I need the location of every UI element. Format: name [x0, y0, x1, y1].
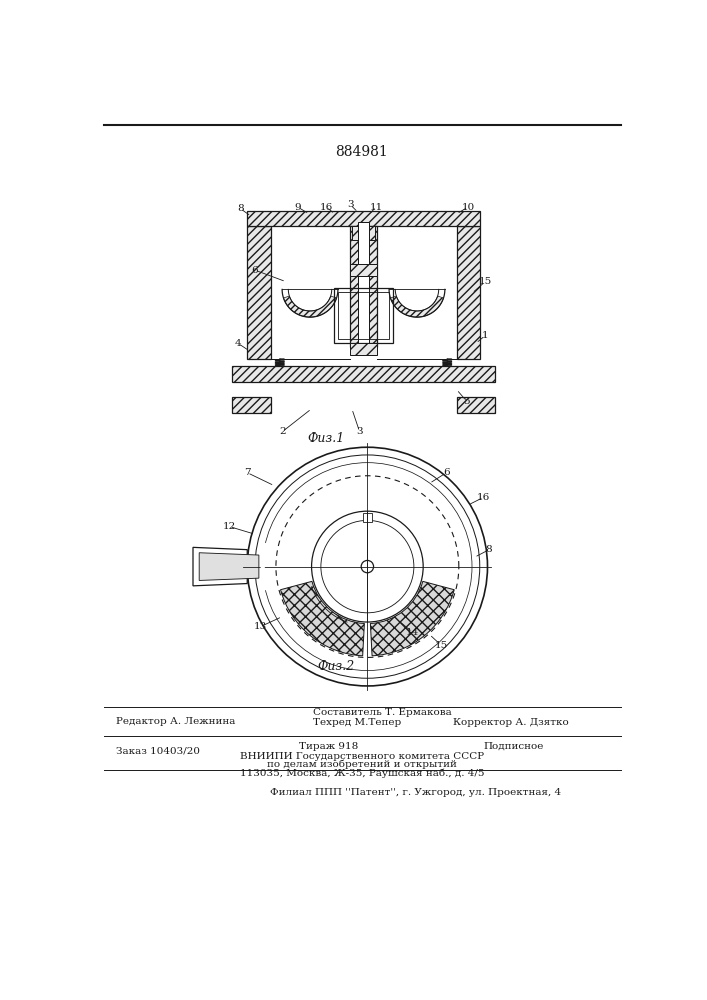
Circle shape — [361, 560, 373, 573]
Text: Корректор А. Дзятко: Корректор А. Дзятко — [452, 718, 568, 727]
Bar — [349, 343, 378, 355]
Text: 15: 15 — [479, 277, 492, 286]
Text: Заказ 10403/20: Заказ 10403/20 — [115, 747, 199, 756]
Text: ВНИИПИ Государственного комитета СССР: ВНИИПИ Государственного комитета СССР — [240, 752, 484, 761]
Text: 10: 10 — [462, 203, 474, 212]
Text: 16: 16 — [320, 203, 333, 212]
Bar — [352, 226, 375, 240]
Text: 6: 6 — [252, 266, 258, 275]
Bar — [247, 226, 271, 359]
Text: 3: 3 — [356, 427, 363, 436]
Polygon shape — [284, 296, 337, 317]
Text: 11: 11 — [370, 203, 383, 212]
Text: Редактор А. Лежнина: Редактор А. Лежнина — [115, 717, 235, 726]
Text: 12: 12 — [223, 522, 236, 531]
Text: 884981: 884981 — [336, 145, 388, 159]
Text: 4: 4 — [235, 339, 241, 348]
Bar — [247, 211, 480, 226]
Text: Подписное: Подписное — [484, 742, 544, 751]
Text: 6: 6 — [443, 468, 450, 477]
Bar — [358, 222, 369, 355]
Text: Физ.2: Физ.2 — [317, 660, 355, 673]
Bar — [457, 397, 495, 413]
Text: 1: 1 — [482, 331, 489, 340]
Text: по делам изобретений и открытий: по делам изобретений и открытий — [267, 760, 457, 769]
Bar — [338, 292, 389, 339]
Text: Техред М.Тепер: Техред М.Тепер — [313, 718, 402, 727]
Text: 9: 9 — [294, 203, 301, 212]
Bar — [351, 226, 378, 347]
Wedge shape — [281, 581, 364, 656]
Bar — [232, 397, 271, 413]
Text: Составитель Т. Ермакова: Составитель Т. Ермакова — [313, 708, 452, 717]
Text: 15: 15 — [434, 641, 448, 650]
Text: 7: 7 — [244, 468, 250, 477]
Text: 14: 14 — [406, 628, 419, 637]
Bar — [363, 513, 372, 522]
Text: 16: 16 — [477, 493, 490, 502]
Text: 113035, Москва, Ж-35, Раушская наб., д. 4/5: 113035, Москва, Ж-35, Раушская наб., д. … — [240, 769, 484, 778]
Text: Тираж 918: Тираж 918 — [299, 742, 358, 751]
Polygon shape — [390, 296, 443, 317]
Text: 13: 13 — [254, 622, 267, 631]
Bar — [349, 264, 378, 276]
Bar — [457, 226, 480, 359]
Polygon shape — [199, 553, 259, 580]
Text: 2: 2 — [279, 427, 286, 436]
Bar — [232, 366, 495, 382]
Text: 8: 8 — [486, 545, 492, 554]
Text: Физ.1: Физ.1 — [308, 432, 345, 445]
Text: 8: 8 — [237, 204, 244, 213]
Text: 5: 5 — [463, 397, 470, 406]
Wedge shape — [370, 581, 454, 656]
Bar — [334, 288, 393, 343]
Text: 3: 3 — [347, 200, 354, 209]
Text: Филиал ППП ''Патент'', г. Ужгород, ул. Проектная, 4: Филиал ППП ''Патент'', г. Ужгород, ул. П… — [271, 788, 561, 797]
